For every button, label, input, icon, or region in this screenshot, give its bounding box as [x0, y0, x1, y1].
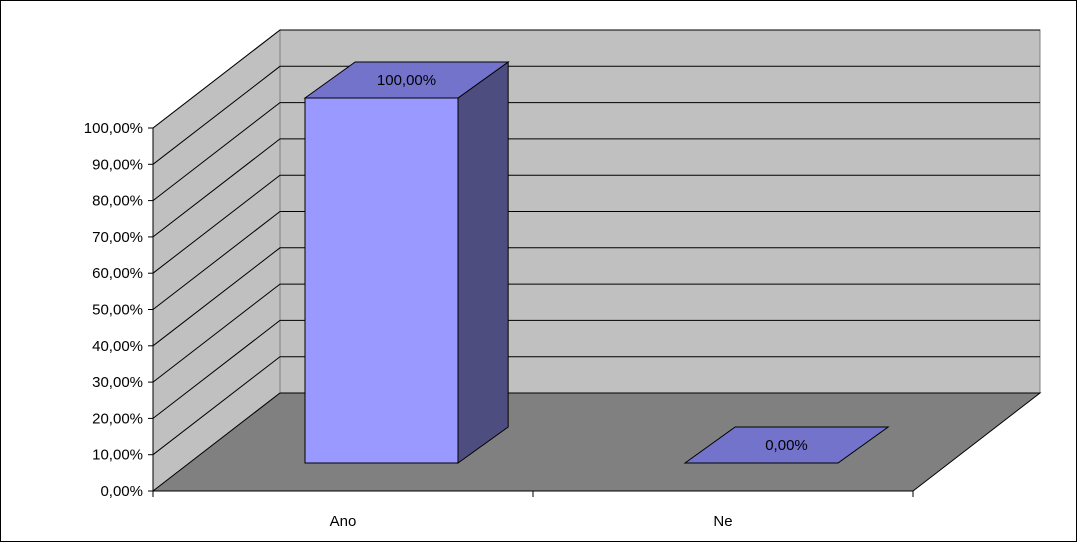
bar-top	[683, 426, 890, 464]
labels: 0,00% 10,00% 20,00% 30,00% 40,00% 50,00% 60,00…	[84, 72, 808, 530]
y-tick-label: 80,00%	[92, 193, 143, 210]
y-tick-label: 50,00%	[92, 302, 143, 319]
gridline	[152, 174, 1040, 274]
gridline	[152, 356, 1040, 456]
data-label: 100,00%	[377, 72, 436, 89]
axes	[148, 127, 914, 497]
chart-walls	[151, 28, 1042, 493]
y-tick-label: 20,00%	[92, 410, 143, 427]
gridlines	[152, 29, 1040, 456]
y-tick-label: 60,00%	[92, 265, 143, 282]
floor	[151, 392, 1042, 492]
gridline	[152, 102, 1040, 201]
bar-front	[304, 97, 459, 464]
gridline	[152, 65, 1040, 165]
y-tick-label: 10,00%	[92, 447, 143, 464]
y-tick-label: 0,00%	[100, 483, 143, 500]
gridline	[152, 29, 1040, 129]
y-tick-label: 70,00%	[92, 229, 143, 246]
bar-side	[457, 61, 509, 464]
bars	[303, 61, 890, 464]
y-tick-label: 40,00%	[92, 338, 143, 355]
gridline	[152, 319, 1040, 419]
y-tick-label: 30,00%	[92, 374, 143, 391]
y-tick-label: 100,00%	[84, 120, 143, 137]
gridline	[152, 138, 1040, 238]
gridline	[152, 283, 1040, 383]
gridline	[152, 211, 1040, 310]
x-category-label: Ne	[713, 513, 732, 530]
y-tick-label: 90,00%	[92, 156, 143, 173]
bar-ne	[683, 426, 890, 464]
bar-ano	[303, 61, 510, 464]
bar-top	[303, 61, 510, 99]
gridline	[152, 247, 1040, 347]
x-category-label: Ano	[330, 513, 357, 530]
data-label: 0,00%	[765, 437, 808, 454]
